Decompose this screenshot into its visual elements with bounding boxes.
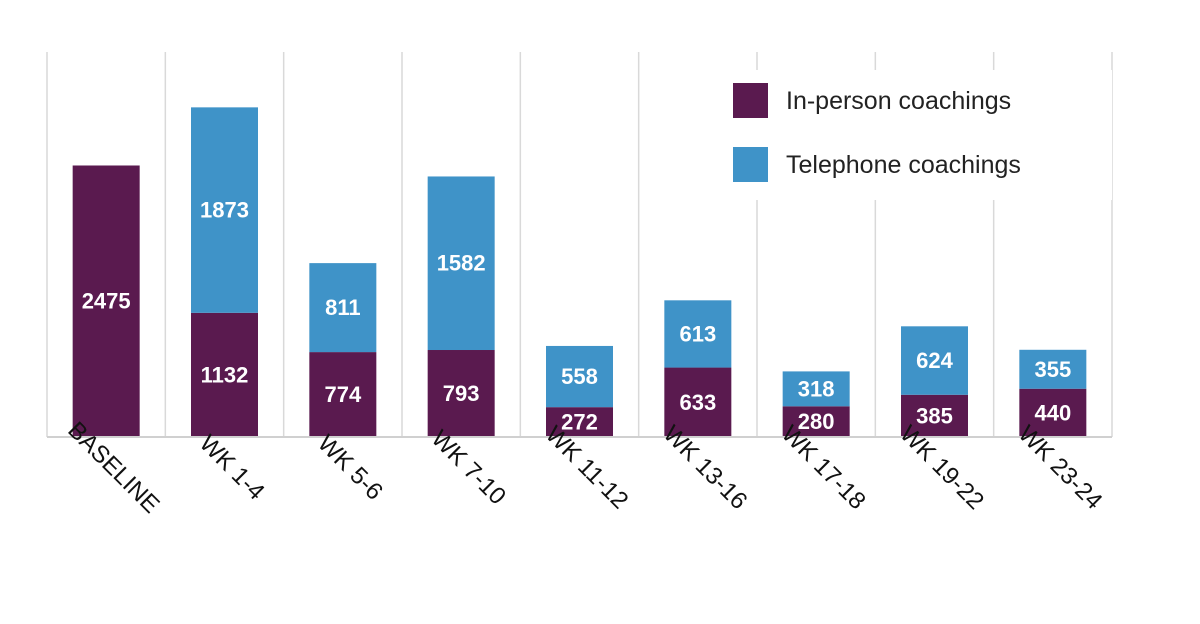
bar-in-person-coachings-wk-13-16 — [664, 367, 732, 437]
bar-telephone-coachings-wk-5-6 — [309, 263, 377, 353]
bar-telephone-coachings-wk-1-4 — [191, 107, 258, 313]
data-label-in-person-coachings-wk-5-6: 774 — [324, 382, 361, 407]
legend-label-in-person-coachings: In-person coachings — [786, 87, 1011, 115]
x-tick-label-wk-1-4: WK 1-4 — [194, 430, 270, 506]
bar-telephone-coachings-wk-7-10 — [427, 176, 495, 351]
data-label-telephone-coachings-wk-7-10: 1582 — [437, 251, 486, 276]
data-labels: 2475 1132 1873 774 811 793 1582 272 558 633 613 280… — [82, 198, 1072, 435]
bar-telephone-coachings-wk-19-22 — [901, 326, 968, 395]
legend-swatch-telephone-coachings — [733, 147, 768, 182]
data-label-telephone-coachings-wk-13-16: 613 — [679, 321, 716, 346]
data-label-telephone-coachings-wk-23-24: 355 — [1034, 357, 1071, 382]
legend-label-telephone-coachings: Telephone coachings — [786, 151, 1021, 179]
data-label-in-person-coachings-wk-19-22: 385 — [916, 403, 953, 428]
data-label-in-person-coachings-wk-17-18: 280 — [798, 409, 835, 434]
data-label-telephone-coachings-wk-5-6: 811 — [325, 295, 361, 320]
bar-telephone-coachings-wk-17-18 — [782, 371, 850, 407]
bar-in-person-coachings-wk-19-22 — [901, 394, 968, 437]
bars — [72, 107, 1087, 437]
data-label-in-person-coachings-wk-11-12: 272 — [561, 410, 598, 435]
bar-in-person-coachings-wk-7-10 — [427, 350, 495, 437]
bar-in-person-coachings-wk-11-12 — [546, 407, 613, 437]
data-label-in-person-coachings-wk-23-24: 440 — [1034, 400, 1071, 425]
data-label-telephone-coachings-wk-17-18: 318 — [798, 376, 835, 401]
bar-in-person-coachings-baseline — [72, 165, 140, 437]
bar-telephone-coachings-wk-23-24 — [1019, 349, 1087, 389]
data-label-in-person-coachings-baseline: 2475 — [82, 289, 131, 314]
bar-in-person-coachings-wk-17-18 — [782, 406, 850, 437]
legend-background — [722, 70, 1112, 200]
data-label-telephone-coachings-wk-19-22: 624 — [916, 348, 953, 373]
data-label-in-person-coachings-wk-7-10: 793 — [443, 381, 480, 406]
legend: In-person coachings Telephone coachings — [733, 83, 1021, 182]
bar-in-person-coachings-wk-5-6 — [309, 352, 377, 437]
data-label-in-person-coachings-wk-1-4: 1132 — [201, 362, 249, 387]
data-label-in-person-coachings-wk-13-16: 633 — [679, 390, 716, 415]
bar-telephone-coachings-wk-13-16 — [664, 300, 732, 368]
bar-in-person-coachings-wk-1-4 — [191, 312, 258, 437]
bar-telephone-coachings-wk-11-12 — [546, 345, 613, 408]
bar-in-person-coachings-wk-23-24 — [1019, 388, 1087, 437]
data-label-telephone-coachings-wk-1-4: 1873 — [200, 198, 249, 223]
legend-swatch-in-person-coachings — [733, 83, 768, 118]
x-tick-label-wk-5-6: WK 5-6 — [312, 430, 388, 506]
data-label-telephone-coachings-wk-11-12: 558 — [561, 364, 598, 389]
